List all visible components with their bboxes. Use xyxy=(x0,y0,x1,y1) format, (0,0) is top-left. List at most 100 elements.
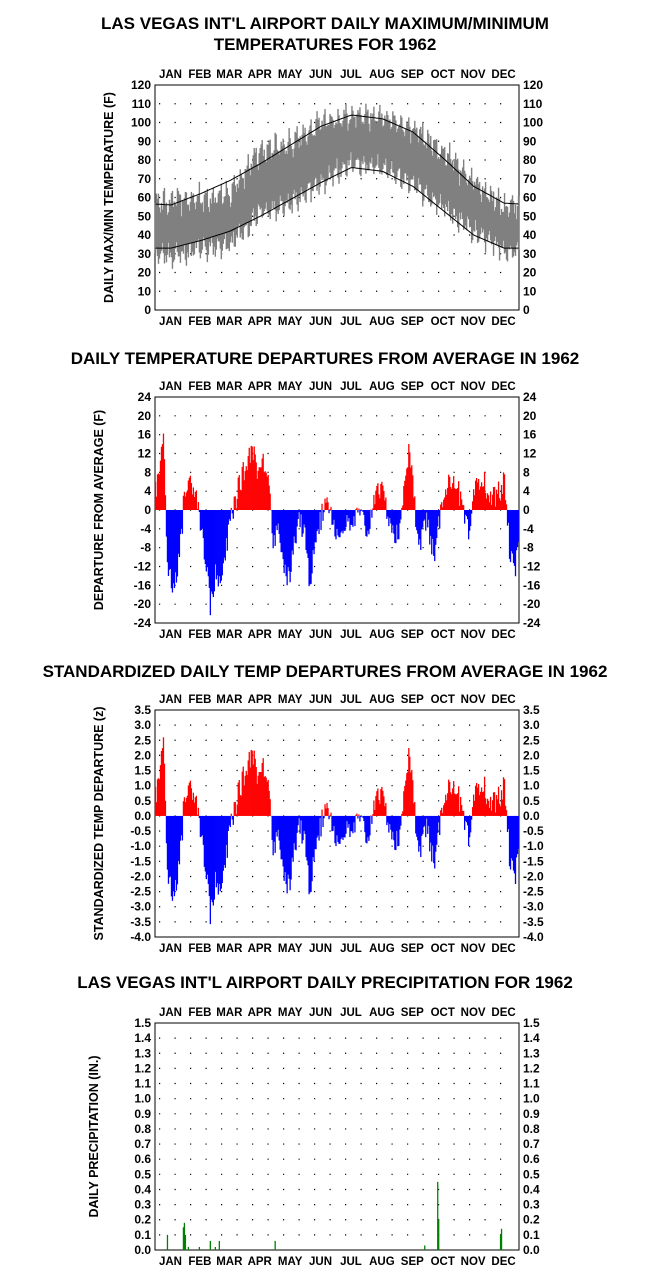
precipitation-chart-month-bottom: OCT xyxy=(431,1256,455,1268)
departure-chart-month-top: APR xyxy=(248,381,273,393)
departure-chart-month-top: JAN xyxy=(159,381,182,393)
standardized-chart-ytick-left: -1.0 xyxy=(130,839,151,853)
temperature-chart-ytick-right: 20 xyxy=(523,266,537,280)
precipitation-chart-ytick-left: 0.2 xyxy=(134,1213,151,1227)
precipitation-chart-ytick-left: 0.9 xyxy=(134,1107,151,1121)
departure-chart-month-top: AUG xyxy=(369,381,395,393)
departure-chart-ytick-right: -8 xyxy=(523,541,534,555)
precipitation-chart-month-top: OCT xyxy=(431,1007,455,1019)
temperature-chart-ytick-left: 80 xyxy=(138,153,152,167)
precipitation-chart-month-top: AUG xyxy=(369,1007,395,1019)
temperature-chart-ytick-right: 70 xyxy=(523,172,537,186)
precipitation-chart-month-top: JUL xyxy=(340,1007,362,1019)
temperature-chart-month-top: JAN xyxy=(159,69,182,81)
precipitation-chart-ytick-left: 1.1 xyxy=(134,1077,151,1091)
departure-chart-month-bottom: APR xyxy=(248,629,273,641)
precipitation-chart-ytick-right: 0.2 xyxy=(523,1213,540,1227)
departure-chart-ytick-right: 8 xyxy=(523,465,530,479)
temperature-chart-month-bottom: JUL xyxy=(340,316,362,328)
departure-chart-ytick-left: -4 xyxy=(140,522,151,536)
standardized-chart-ytick-left: 1.0 xyxy=(134,779,151,793)
departure-chart-month-bottom: OCT xyxy=(431,629,455,641)
precipitation-chart-month-bottom: MAR xyxy=(216,1256,243,1268)
temperature-chart-month-bottom: AUG xyxy=(369,316,395,328)
temperature-chart-month-top: FEB xyxy=(188,69,211,81)
departure-chart-month-bottom: JUL xyxy=(340,629,362,641)
temperature-chart-ytick-right: 120 xyxy=(523,78,543,92)
standardized-chart-month-top: MAY xyxy=(278,694,303,706)
standardized-chart-month-bottom: FEB xyxy=(188,943,211,955)
departure-chart-ytick-right: -16 xyxy=(523,578,541,592)
standardized-chart-month-top: NOV xyxy=(461,694,486,706)
temperature-chart-ytick-right: 50 xyxy=(523,209,537,223)
standardized-chart-ytick-right: 3.0 xyxy=(523,718,540,732)
temperature-chart-title: TEMPERATURES FOR 1962 xyxy=(214,35,437,54)
departure-chart-ytick-right: -12 xyxy=(523,560,541,574)
standardized-chart-month-bottom: MAR xyxy=(216,943,243,955)
temperature-chart-month-top: MAY xyxy=(278,69,303,81)
temperature-chart-ytick-left: 60 xyxy=(138,191,152,205)
standardized-chart-ytick-left: -0.5 xyxy=(130,824,151,838)
precipitation-chart-month-bottom: JUL xyxy=(340,1256,362,1268)
precipitation-chart-ytick-right: 1.0 xyxy=(523,1092,540,1106)
precipitation-chart-ytick-left: 1.2 xyxy=(134,1061,151,1075)
temperature-chart-ytick-right: 30 xyxy=(523,247,537,261)
standardized-chart-ytick-right: 2.5 xyxy=(523,733,540,747)
precipitation-chart-month-bottom: FEB xyxy=(188,1256,211,1268)
departure-chart-ytick-right: -4 xyxy=(523,522,534,536)
precipitation-chart-ytick-right: 1.4 xyxy=(523,1031,540,1045)
departure-chart-ytick-left: -8 xyxy=(140,541,151,555)
standardized-chart-title: STANDARDIZED DAILY TEMP DEPARTURES FROM … xyxy=(43,662,608,681)
precipitation-chart-month-top: JAN xyxy=(159,1007,182,1019)
standardized-chart-bars xyxy=(154,737,520,925)
temperature-chart-ytick-left: 50 xyxy=(138,209,152,223)
precipitation-chart-ytick-right: 0.1 xyxy=(523,1228,540,1242)
standardized-chart-month-top: JUL xyxy=(340,694,362,706)
standardized-chart-ytick-left: 0.5 xyxy=(134,794,151,808)
departure-chart-ytick-left: -20 xyxy=(134,597,152,611)
standardized-chart-month-bottom: JUN xyxy=(309,943,332,955)
precipitation-chart-ytick-right: 0.4 xyxy=(523,1182,540,1196)
departure-chart-month-top: MAR xyxy=(216,381,243,393)
departure-chart-month-top: JUN xyxy=(309,381,332,393)
departure-chart-ytick-right: 24 xyxy=(523,390,537,404)
standardized-chart-ytick-right: 0.5 xyxy=(523,794,540,808)
standardized-chart-ytick-right: -2.5 xyxy=(523,885,544,899)
standardized-chart-month-top: OCT xyxy=(431,694,455,706)
standardized-chart-ytick-right: -0.5 xyxy=(523,824,544,838)
temperature-chart-ytick-left: 120 xyxy=(131,78,151,92)
standardized-chart-ytick-right: 3.5 xyxy=(523,703,540,717)
precipitation-chart-month-bottom: AUG xyxy=(369,1256,395,1268)
precipitation-chart-ytick-left: 0.7 xyxy=(134,1137,151,1151)
departure-chart-month-bottom: MAR xyxy=(216,629,243,641)
departure-chart-ytick-right: 16 xyxy=(523,428,537,442)
standardized-chart-ytick-left: -4.0 xyxy=(130,930,151,944)
precipitation-chart-month-bottom: NOV xyxy=(461,1256,486,1268)
temperature-chart-month-bottom: NOV xyxy=(461,316,486,328)
departure-chart-ytick-left: 16 xyxy=(138,428,152,442)
precipitation-chart-month-top: NOV xyxy=(461,1007,486,1019)
departure-chart-ytick-left: 24 xyxy=(138,390,152,404)
precipitation-chart-ytick-right: 1.2 xyxy=(523,1061,540,1075)
standardized-chart-ytick-left: 0.0 xyxy=(134,809,151,823)
temperature-chart-ytick-left: 40 xyxy=(138,228,152,242)
standardized-chart-ytick-left: 1.5 xyxy=(134,764,151,778)
standardized-chart-month-top: JAN xyxy=(159,694,182,706)
temperature-chart-ylabel: DAILY MAX/MIN TEMPERATURE (F) xyxy=(102,92,116,303)
departure-chart-month-bottom: DEC xyxy=(491,629,515,641)
standardized-chart-ytick-right: -1.5 xyxy=(523,854,544,868)
precipitation-chart-ytick-left: 0.4 xyxy=(134,1182,151,1196)
departure-chart-bars xyxy=(154,433,520,616)
precipitation-chart-ylabel: DAILY PRECIPITATION (IN.) xyxy=(87,1055,101,1217)
precipitation-chart-month-bottom: MAY xyxy=(278,1256,303,1268)
temperature-chart-ytick-left: 70 xyxy=(138,172,152,186)
standardized-chart-month-bottom: MAY xyxy=(278,943,303,955)
temperature-chart-ytick-right: 40 xyxy=(523,228,537,242)
standardized-chart-ytick-left: 3.5 xyxy=(134,703,151,717)
precipitation-chart-month-top: MAR xyxy=(216,1007,243,1019)
temperature-chart-month-top: APR xyxy=(248,69,273,81)
departure-chart-title: DAILY TEMPERATURE DEPARTURES FROM AVERAG… xyxy=(71,349,580,368)
departure-chart-ytick-left: 12 xyxy=(138,447,152,461)
precipitation-chart-ytick-left: 1.3 xyxy=(134,1046,151,1060)
standardized-chart-month-bottom: OCT xyxy=(431,943,455,955)
